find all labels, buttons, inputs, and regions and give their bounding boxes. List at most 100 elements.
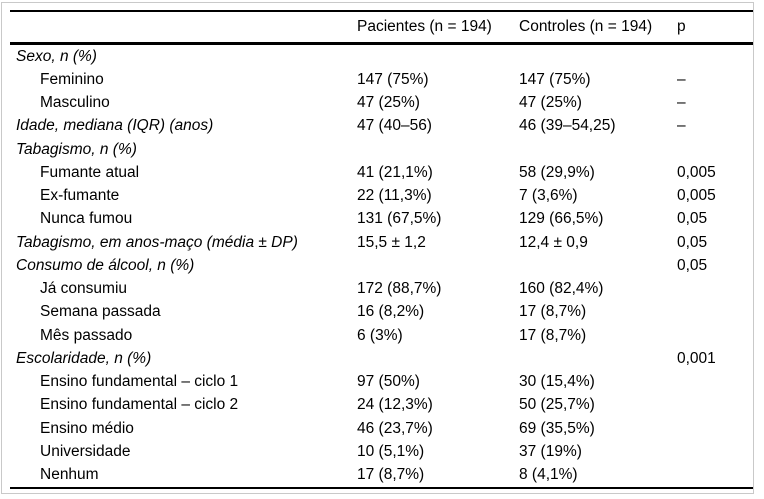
- pacientes-value: 97 (50%): [357, 373, 420, 391]
- row-label: Tabagismo, em anos-maço (média ± DP): [16, 233, 298, 251]
- pacientes-value: 24 (12,3%): [357, 396, 433, 414]
- table-row: Escolaridade, n (%) 0,001: [10, 347, 753, 370]
- row-label: Universidade: [40, 442, 131, 460]
- row-label: Mês passado: [40, 326, 133, 344]
- p-value: [677, 44, 753, 69]
- table-row: Ensino fundamental – ciclo 1 97 (50%) 30…: [10, 371, 753, 394]
- p-value: [677, 394, 753, 417]
- pacientes-value: 131 (67,5%): [357, 210, 442, 228]
- table-row: Universidade 10 (5,1%) 37 (19%): [10, 440, 753, 463]
- column-header-pacientes: Pacientes (n = 194): [357, 18, 492, 35]
- controles-value: 160 (82,4%): [519, 280, 604, 298]
- row-label: Sexo, n (%): [16, 47, 97, 65]
- controles-value: 58 (29,9%): [519, 163, 595, 181]
- row-label: Idade, mediana (IQR) (anos): [16, 117, 214, 135]
- p-value: [677, 278, 753, 301]
- row-label: Fumante atual: [40, 163, 140, 181]
- table-row: Nunca fumou 131 (67,5%) 129 (66,5%) 0,05: [10, 208, 753, 231]
- pacientes-value: [357, 138, 519, 161]
- row-label: Ensino fundamental – ciclo 1: [40, 373, 239, 391]
- pacientes-value: 172 (88,7%): [357, 280, 442, 298]
- table-row: Idade, mediana (IQR) (anos) 47 (40–56) 4…: [10, 115, 753, 138]
- p-value: [677, 440, 753, 463]
- row-label: Consumo de álcool, n (%): [16, 256, 195, 274]
- column-header-variable: [10, 11, 357, 44]
- p-value: –: [677, 94, 686, 112]
- table-row: Já consumiu 172 (88,7%) 160 (82,4%): [10, 278, 753, 301]
- pacientes-value: 10 (5,1%): [357, 442, 425, 460]
- pacientes-value: 17 (8,7%): [357, 466, 425, 484]
- controles-value: 50 (25,7%): [519, 396, 595, 414]
- table-row: Masculino 47 (25%) 47 (25%) –: [10, 92, 753, 115]
- controles-value: [519, 254, 677, 277]
- table-row: Ex-fumante 22 (11,3%) 7 (3,6%) 0,005: [10, 185, 753, 208]
- controles-value: [519, 44, 677, 69]
- p-value: [677, 417, 753, 440]
- controles-value: 7 (3,6%): [519, 187, 578, 205]
- table-row: Tabagismo, n (%): [10, 138, 753, 161]
- column-header-controles: Controles (n = 194): [519, 18, 653, 35]
- table-header-row: Pacientes (n = 194) Controles (n = 194) …: [10, 11, 753, 44]
- controles-value: 17 (8,7%): [519, 326, 587, 344]
- row-label: Ex-fumante: [40, 187, 120, 205]
- pacientes-value: 41 (21,1%): [357, 163, 433, 181]
- table-row: Tabagismo, em anos-maço (média ± DP) 15,…: [10, 231, 753, 254]
- row-label: Nenhum: [40, 466, 99, 484]
- p-value: 0,005: [677, 187, 716, 205]
- table-row: Sexo, n (%): [10, 44, 753, 69]
- controles-value: 147 (75%): [519, 70, 591, 88]
- row-label: Ensino fundamental – ciclo 2: [40, 396, 239, 414]
- p-value: [677, 138, 753, 161]
- figure-frame: [1, 2, 754, 494]
- controles-value: 8 (4,1%): [519, 466, 578, 484]
- p-value: 0,001: [677, 349, 716, 367]
- table-row: Semana passada 16 (8,2%) 17 (8,7%): [10, 301, 753, 324]
- p-value: [677, 324, 753, 347]
- pacientes-value: 47 (40–56): [357, 117, 432, 135]
- row-label: Tabagismo, n (%): [16, 140, 137, 158]
- row-label: Masculino: [40, 94, 110, 112]
- table-row: Mês passado 6 (3%) 17 (8,7%): [10, 324, 753, 347]
- pacientes-value: [357, 347, 519, 370]
- table-row: Fumante atual 41 (21,1%) 58 (29,9%) 0,00…: [10, 161, 753, 184]
- p-value: [677, 301, 753, 324]
- row-label: Escolaridade, n (%): [16, 349, 152, 367]
- pacientes-value: [357, 44, 519, 69]
- controles-value: [519, 347, 677, 370]
- row-label: Feminino: [40, 70, 104, 88]
- table-row: Nenhum 17 (8,7%) 8 (4,1%): [10, 464, 753, 488]
- p-value: 0,005: [677, 163, 716, 181]
- pacientes-value: [357, 254, 519, 277]
- table-body: Sexo, n (%) Feminino 147 (75%) 147 (75%)…: [10, 44, 753, 488]
- column-header-p: p: [677, 18, 686, 35]
- controles-value: 69 (35,5%): [519, 419, 595, 437]
- pacientes-value: 147 (75%): [357, 70, 429, 88]
- comparison-table: Pacientes (n = 194) Controles (n = 194) …: [10, 10, 753, 489]
- pacientes-value: 46 (23,7%): [357, 419, 433, 437]
- pacientes-value: 22 (11,3%): [357, 187, 432, 205]
- controles-value: 37 (19%): [519, 442, 582, 460]
- table-row: Consumo de álcool, n (%) 0,05: [10, 254, 753, 277]
- p-value: –: [677, 70, 686, 88]
- p-value: 0,05: [677, 256, 708, 274]
- p-value: [677, 371, 753, 394]
- p-value: –: [677, 117, 686, 135]
- pacientes-value: 16 (8,2%): [357, 303, 425, 321]
- row-label: Já consumiu: [40, 280, 128, 298]
- controles-value: 46 (39–54,25): [519, 117, 616, 135]
- controles-value: 47 (25%): [519, 94, 582, 112]
- pacientes-value: 47 (25%): [357, 94, 420, 112]
- table-row: Ensino fundamental – ciclo 2 24 (12,3%) …: [10, 394, 753, 417]
- row-label: Ensino médio: [40, 419, 134, 437]
- p-value: [677, 464, 753, 488]
- controles-value: 30 (15,4%): [519, 373, 595, 391]
- row-label: Nunca fumou: [40, 210, 133, 228]
- controles-value: 17 (8,7%): [519, 303, 587, 321]
- pacientes-value: 6 (3%): [357, 326, 403, 344]
- controles-value: 12,4 ± 0,9: [519, 233, 588, 251]
- p-value: 0,05: [677, 233, 708, 251]
- controles-value: [519, 138, 677, 161]
- table-row: Ensino médio 46 (23,7%) 69 (35,5%): [10, 417, 753, 440]
- pacientes-value: 15,5 ± 1,2: [357, 233, 426, 251]
